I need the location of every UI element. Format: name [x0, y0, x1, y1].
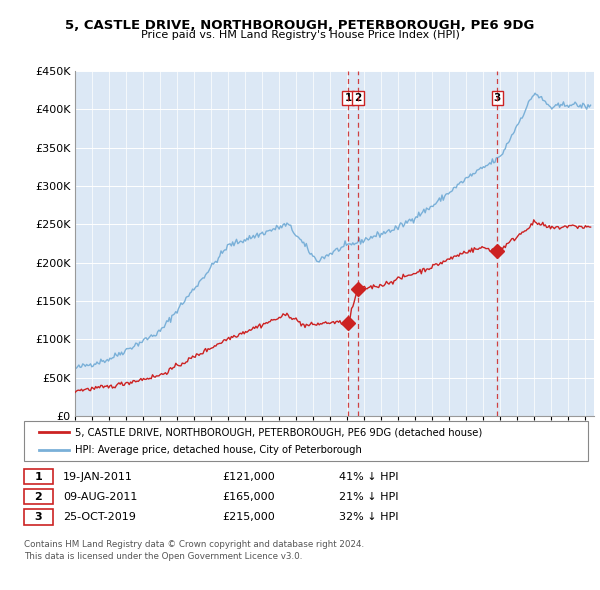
Text: £121,000: £121,000: [222, 472, 275, 481]
Text: £215,000: £215,000: [222, 512, 275, 522]
Text: HPI: Average price, detached house, City of Peterborough: HPI: Average price, detached house, City…: [75, 445, 362, 455]
Text: Contains HM Land Registry data © Crown copyright and database right 2024.
This d: Contains HM Land Registry data © Crown c…: [24, 540, 364, 561]
Text: 32% ↓ HPI: 32% ↓ HPI: [339, 512, 398, 522]
Text: 25-OCT-2019: 25-OCT-2019: [63, 512, 136, 522]
Text: 5, CASTLE DRIVE, NORTHBOROUGH, PETERBOROUGH, PE6 9DG (detached house): 5, CASTLE DRIVE, NORTHBOROUGH, PETERBORO…: [75, 428, 482, 438]
Text: 41% ↓ HPI: 41% ↓ HPI: [339, 472, 398, 481]
Text: 19-JAN-2011: 19-JAN-2011: [63, 472, 133, 481]
Text: £165,000: £165,000: [222, 492, 275, 502]
Text: Price paid vs. HM Land Registry's House Price Index (HPI): Price paid vs. HM Land Registry's House …: [140, 30, 460, 40]
Text: 21% ↓ HPI: 21% ↓ HPI: [339, 492, 398, 502]
Text: 3: 3: [35, 512, 42, 522]
Text: 3: 3: [494, 93, 501, 103]
Text: 5, CASTLE DRIVE, NORTHBOROUGH, PETERBOROUGH, PE6 9DG: 5, CASTLE DRIVE, NORTHBOROUGH, PETERBORO…: [65, 19, 535, 32]
Text: 2: 2: [35, 492, 42, 502]
Text: 1: 1: [35, 472, 42, 481]
Text: 09-AUG-2011: 09-AUG-2011: [63, 492, 137, 502]
Text: 2: 2: [354, 93, 361, 103]
Text: 1: 1: [344, 93, 352, 103]
